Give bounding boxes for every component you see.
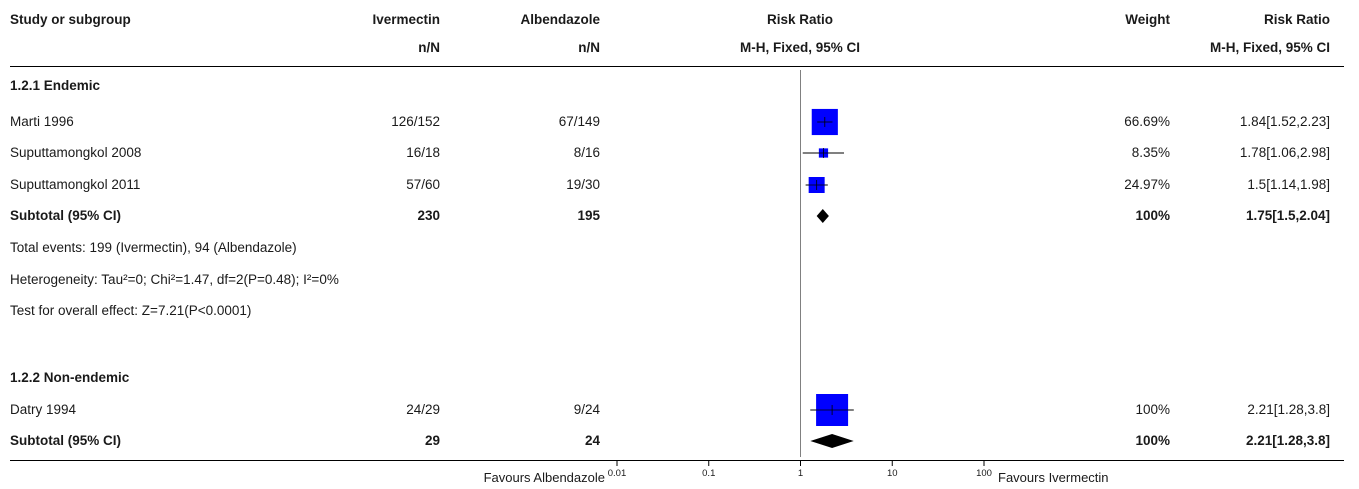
- study-albendazole: 67/149: [558, 114, 600, 129]
- study-name: Suputtamongkol 2011: [10, 177, 141, 192]
- group-title-non-endemic: 1.2.2 Non-endemic: [10, 370, 130, 385]
- axis-tick-label: 1: [797, 468, 804, 479]
- header-risk-ratio-sub: M-H, Fixed, 95% CI: [739, 40, 861, 55]
- study-rr: 2.21[1.28,3.8]: [1247, 402, 1330, 417]
- axis-tick-label: 10: [886, 468, 898, 479]
- header-albendazole: Albendazole: [520, 12, 600, 27]
- study-rr: 1.5[1.14,1.98]: [1247, 177, 1330, 192]
- subtotal-albendazole: 24: [584, 433, 600, 448]
- axis-tick-label: 0.01: [607, 468, 627, 479]
- subtotal-rr: 2.21[1.28,3.8]: [1245, 433, 1330, 448]
- pooled-estimate-diamond: [816, 209, 829, 223]
- subtotal-rr: 1.75[1.5,2.04]: [1245, 208, 1330, 223]
- subtotal-label: Subtotal (95% CI): [10, 208, 122, 223]
- header-risk-ratio-2: Risk Ratio: [1263, 12, 1330, 27]
- study-weight: 24.97%: [1124, 177, 1170, 192]
- header-albendazole-sub: n/N: [578, 40, 600, 55]
- group-title-endemic: 1.2.1 Endemic: [10, 78, 101, 93]
- study-weight: 8.35%: [1131, 145, 1170, 160]
- header-weight: Weight: [1125, 12, 1170, 27]
- favours-right-label: Favours Ivermectin: [998, 470, 1109, 485]
- header-risk-ratio-2-sub: M-H, Fixed, 95% CI: [1209, 40, 1330, 55]
- study-name: Suputtamongkol 2008: [10, 145, 142, 160]
- study-rr: 1.78[1.06,2.98]: [1239, 145, 1330, 160]
- axis-tick-label: 0.1: [702, 468, 716, 479]
- favours-left-label: Favours Albendazole: [483, 470, 605, 485]
- header-ivermectin: Ivermectin: [372, 12, 440, 27]
- study-rr: 1.84[1.52,2.23]: [1239, 114, 1330, 129]
- subtotal-ivermectin: 29: [424, 433, 440, 448]
- subtotal-weight: 100%: [1135, 208, 1170, 223]
- study-weight: 66.69%: [1124, 114, 1170, 129]
- study-ivermectin: 24/29: [406, 402, 440, 417]
- study-ivermectin: 126/152: [391, 114, 440, 129]
- header-divider: [10, 66, 1344, 67]
- overall-effect-note: Test for overall effect: Z=7.21(P<0.0001…: [10, 303, 252, 318]
- subtotal-albendazole: 195: [577, 208, 600, 223]
- pooled-estimate-diamond: [810, 434, 854, 448]
- total-events-note: Total events: 199 (Ivermectin), 94 (Albe…: [10, 240, 297, 255]
- study-albendazole: 9/24: [573, 402, 600, 417]
- study-ivermectin: 57/60: [406, 177, 440, 192]
- footer-divider: [10, 460, 1344, 461]
- header-study: Study or subgroup: [10, 12, 131, 27]
- header-risk-ratio: Risk Ratio: [766, 12, 834, 27]
- axis-tick-label: 100: [976, 468, 992, 479]
- heterogeneity-note: Heterogeneity: Tau²=0; Chi²=1.47, df=2(P…: [10, 272, 339, 287]
- subtotal-ivermectin: 230: [417, 208, 440, 223]
- study-albendazole: 19/30: [566, 177, 600, 192]
- header-ivermectin-sub: n/N: [418, 40, 440, 55]
- study-ivermectin: 16/18: [406, 145, 440, 160]
- subtotal-label: Subtotal (95% CI): [10, 433, 122, 448]
- study-weight: 100%: [1135, 402, 1170, 417]
- study-albendazole: 8/16: [573, 145, 600, 160]
- study-name: Datry 1994: [10, 402, 77, 417]
- study-name: Marti 1996: [10, 114, 74, 129]
- subtotal-weight: 100%: [1135, 433, 1170, 448]
